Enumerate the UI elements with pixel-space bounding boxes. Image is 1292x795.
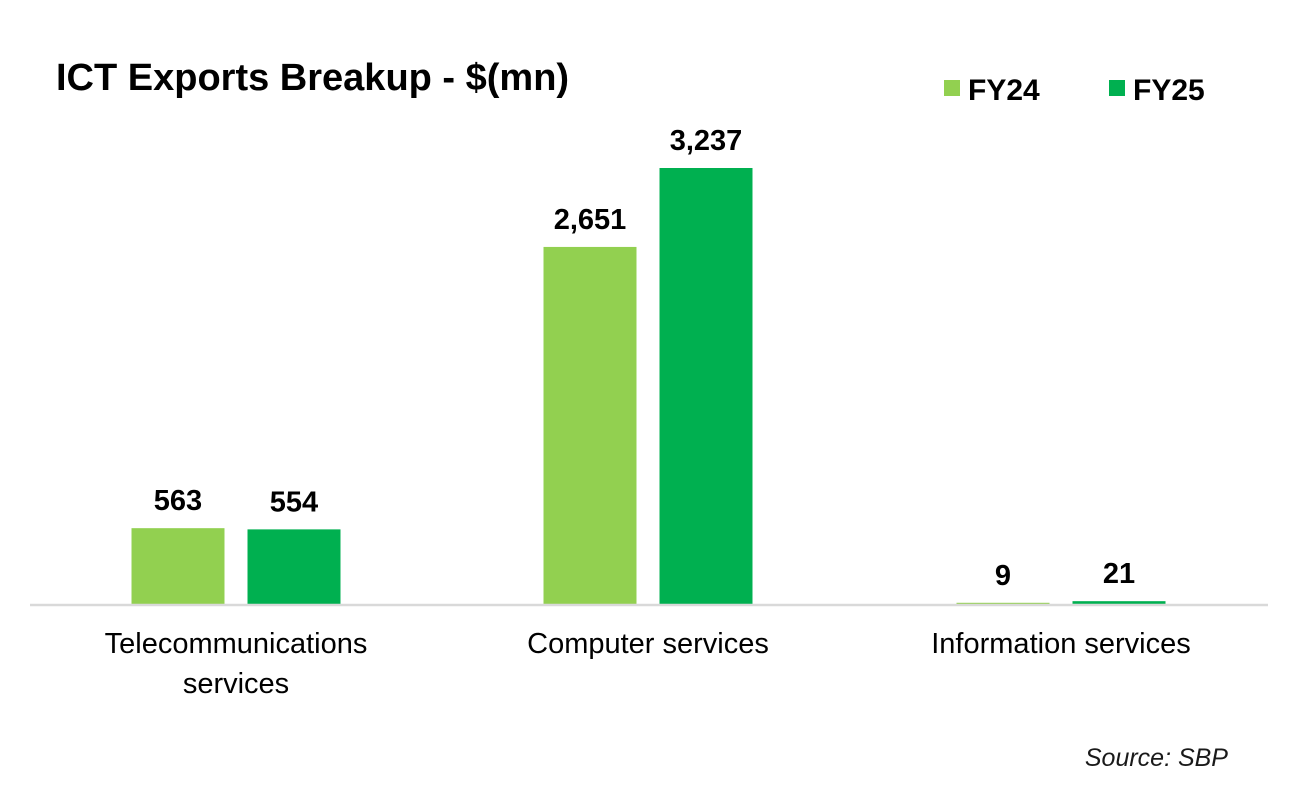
bar-fy25-1 [247, 529, 341, 604]
bars-group [131, 168, 1166, 604]
legend-swatch-fy25 [1109, 80, 1125, 96]
legend: FY24 FY25 [944, 74, 1205, 107]
data-label-fy25-1: 554 [270, 486, 318, 518]
x-tick-label-line: Computer services [527, 628, 769, 660]
x-tick-label-line: Telecommunications [105, 628, 368, 660]
bar-fy25-2 [659, 168, 753, 604]
x-tick-label-2: Computer services [527, 628, 769, 660]
source-note: Source: SBP [1085, 744, 1228, 772]
x-tick-label-line: Information services [931, 628, 1191, 660]
bar-fy24-1 [131, 528, 225, 604]
bar-fy24-3 [956, 602, 1050, 604]
x-tick-label-1: Telecommunications services [105, 628, 368, 700]
data-labels-group: 563 2,651 9 554 3,237 21 [154, 125, 1135, 592]
data-label-fy24-1: 563 [154, 485, 202, 517]
bar-fy24-2 [543, 246, 637, 604]
legend-label-fy25: FY25 [1133, 74, 1205, 107]
chart-title: ICT Exports Breakup - $(mn) [56, 57, 569, 99]
data-label-fy25-2: 3,237 [670, 125, 743, 157]
x-tick-labels: Telecommunications services Computer servi… [105, 628, 1191, 700]
x-tick-label-3: Information services [931, 628, 1191, 660]
data-label-fy24-2: 2,651 [554, 204, 627, 236]
legend-swatch-fy24 [944, 80, 960, 96]
data-label-fy24-3: 9 [995, 560, 1011, 592]
x-tick-label-line: services [183, 668, 289, 700]
bar-fy25-3 [1072, 601, 1166, 604]
data-label-fy25-3: 21 [1103, 558, 1135, 590]
legend-label-fy24: FY24 [968, 74, 1040, 107]
